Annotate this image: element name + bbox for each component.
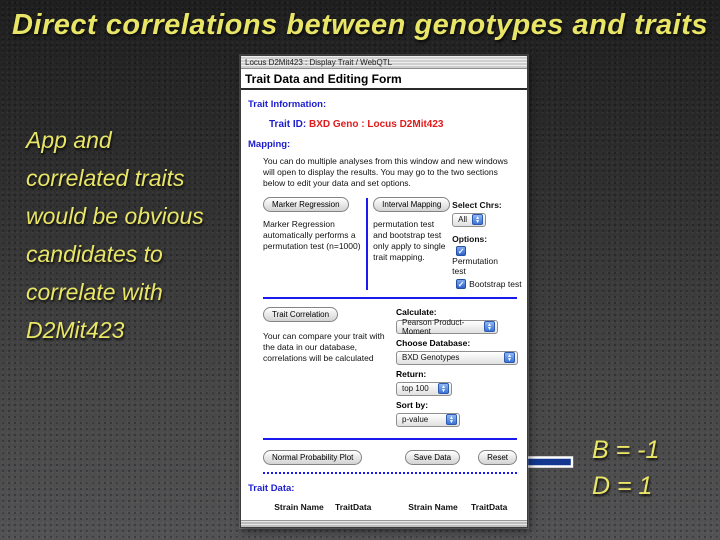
vertical-divider — [366, 197, 369, 290]
interval-mapping-desc: permutation test and bootstrap test only… — [373, 218, 446, 262]
left-note-line: App and — [26, 127, 112, 153]
window-bottom-bar — [241, 520, 527, 527]
permutation-test-row: ✓ Permutation test — [452, 245, 527, 277]
trait-data-label: Trait Data: — [248, 482, 295, 494]
col-header-strain-1: Strain Name — [274, 501, 324, 512]
trait-id-row: Trait ID: BXD Geno : Locus D2Mit423 — [269, 119, 527, 130]
left-note-line: candidates to — [26, 241, 163, 267]
dropdown-stepper-icon: ▲ ▼ — [446, 414, 457, 426]
select-chrs-label: Select Chrs: — [452, 199, 502, 210]
options-label: Options: — [452, 233, 488, 244]
dropdown-stepper-icon: ▲ ▼ — [438, 383, 449, 395]
dotted-divider — [263, 471, 517, 474]
interval-mapping-button[interactable]: Interval Mapping — [373, 196, 451, 212]
interval-mapping-column: Interval Mapping permutation test and bo… — [373, 196, 451, 290]
sort-by-dropdown[interactable]: p-value ▲ ▼ — [396, 412, 460, 427]
mapping-label: Mapping: — [248, 139, 291, 150]
col-header-value-2: TraitData — [471, 501, 508, 512]
calculate-value: Pearson Product-Moment — [402, 317, 465, 336]
left-note-line: would be obvious — [26, 203, 204, 229]
slide-title: Direct correlations between genotypes an… — [11, 9, 708, 41]
normal-probability-plot-button[interactable]: Normal Probability Plot — [263, 449, 363, 465]
correlation-section: Trait Correlation Your can compare your … — [263, 306, 527, 431]
annotation-line-d: D = 1 — [592, 472, 653, 500]
trait-correlation-desc: Your can compare your trait with the dat… — [263, 330, 385, 363]
dropdown-stepper-icon: ▲ ▼ — [484, 321, 495, 333]
bootstrap-test-checkbox[interactable]: ✓ — [456, 278, 467, 289]
save-data-button[interactable]: Save Data — [404, 449, 461, 465]
marker-regression-column: Marker Regression Marker Regression auto… — [263, 196, 362, 290]
correlation-left-column: Trait Correlation Your can compare your … — [263, 306, 396, 431]
section-divider — [263, 296, 517, 299]
window-title: Locus D2Mit423 : Display Trait / WebQTL — [245, 58, 393, 67]
left-note-line: correlate with — [26, 279, 163, 305]
left-note-line: correlated traits — [26, 165, 185, 191]
permutation-test-checkbox[interactable]: ✓ — [456, 245, 467, 256]
choose-database-dropdown[interactable]: BXD Genotypes ▲ ▼ — [396, 350, 518, 365]
action-buttons-row: Normal Probability Plot Save Data Reset — [263, 449, 517, 465]
bootstrap-test-row: ✓ Bootstrap test — [452, 278, 527, 290]
left-note: App and correlated traits would be obvio… — [26, 121, 241, 349]
bootstrap-test-label: Bootstrap test — [469, 278, 522, 289]
left-note-line: D2Mit423 — [26, 317, 125, 343]
trait-correlation-button[interactable]: Trait Correlation — [263, 306, 339, 322]
section-divider — [263, 437, 517, 440]
dropdown-stepper-icon: ▲ ▼ — [504, 352, 515, 364]
select-chrs-value: All — [458, 215, 468, 225]
return-dropdown[interactable]: top 100 ▲ ▼ — [396, 381, 452, 396]
marker-regression-button[interactable]: Marker Regression — [263, 196, 349, 212]
sort-by-value: p-value — [402, 415, 429, 425]
form-heading: Trait Data and Editing Form — [241, 69, 527, 90]
select-chrs-dropdown[interactable]: All ▲ ▼ — [452, 212, 487, 227]
trait-id-label: Trait ID: — [269, 119, 307, 130]
choose-database-label: Choose Database: — [396, 337, 471, 348]
col-header-value-1: TraitData — [335, 501, 372, 512]
return-label: Return: — [396, 368, 427, 379]
return-value: top 100 — [402, 384, 429, 394]
marker-regression-desc: Marker Regression automatically performs… — [263, 218, 361, 251]
permutation-test-label: Permutation test — [452, 255, 498, 277]
genotype-annotation: B = -1 D = 1 — [592, 432, 659, 504]
calculate-dropdown[interactable]: Pearson Product-Moment ▲ ▼ — [396, 317, 498, 336]
choose-database-value: BXD Genotypes — [402, 353, 460, 363]
window-titlebar[interactable]: Locus D2Mit423 : Display Trait / WebQTL — [241, 56, 527, 69]
mapping-columns: Marker Regression Marker Regression auto… — [263, 196, 527, 290]
webqtl-window: Locus D2Mit423 : Display Trait / WebQTL … — [240, 55, 528, 528]
trait-id-value: BXD Geno : Locus D2Mit423 — [309, 119, 444, 130]
sort-by-label: Sort by: — [396, 399, 429, 410]
mapping-intro: You can do multiple analyses from this w… — [263, 156, 508, 189]
trait-information-label: Trait Information: — [248, 99, 327, 110]
calculate-label: Calculate: — [396, 306, 437, 317]
dropdown-stepper-icon: ▲ ▼ — [472, 214, 484, 226]
chrs-options-column: Select Chrs: All ▲ ▼ Options: ✓ Permutati… — [452, 197, 527, 290]
form-content: Trait Information: Trait ID: BXD Geno : … — [241, 99, 527, 527]
reset-button[interactable]: Reset — [478, 449, 517, 465]
col-header-strain-2: Strain Name — [408, 501, 458, 512]
correlation-right-column: Calculate: Pearson Product-Moment ▲ ▼ Cho… — [396, 307, 527, 431]
annotation-line-b: B = -1 — [592, 436, 660, 464]
